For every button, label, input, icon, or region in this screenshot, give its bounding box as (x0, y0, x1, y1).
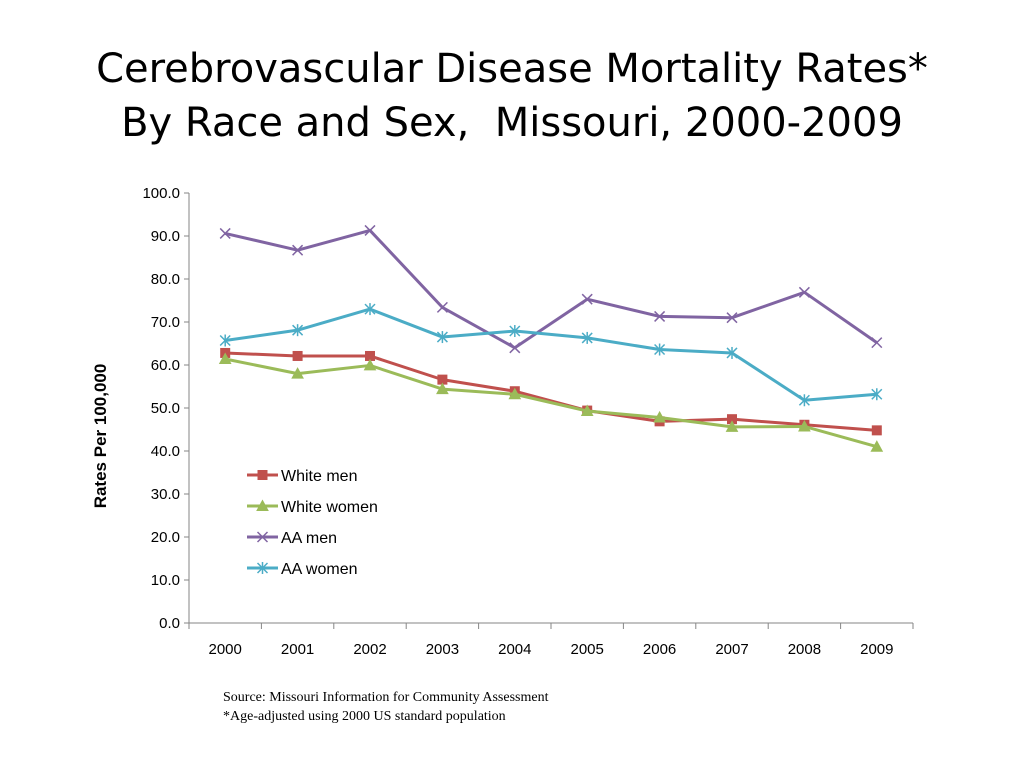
x-tick-label: 2007 (715, 641, 748, 658)
data-point-white-women (725, 420, 739, 432)
data-point-aa-women (364, 303, 376, 316)
y-tick-label: 20.0 (151, 529, 180, 546)
data-point-aa-men (581, 293, 593, 305)
legend-marker (257, 470, 268, 480)
y-tick-label: 80.0 (151, 271, 180, 288)
data-point-white-women (580, 404, 594, 417)
data-point-white-women (653, 410, 666, 423)
x-tick-label: 2000 (209, 641, 242, 658)
data-point-white-women (508, 387, 522, 400)
data-point-white-men (292, 350, 303, 361)
chart-title: Cerebrovascular Disease Mortality Rates*… (0, 42, 1024, 150)
series-aa-women (219, 303, 883, 407)
legend-label: White women (281, 499, 378, 516)
data-point-aa-women (654, 343, 666, 356)
legend-label: White men (281, 468, 357, 485)
source-note: Source: Missouri Information for Communi… (223, 690, 549, 705)
x-tick-label: 2004 (498, 641, 531, 658)
data-point-white-women (291, 367, 304, 379)
x-tick-label: 2008 (788, 641, 821, 658)
data-point-aa-men (364, 224, 376, 236)
data-point-aa-women (436, 331, 448, 344)
series-white-men (220, 347, 882, 436)
y-axis-label: Rates Per 100,000 (91, 364, 110, 509)
legend-item-aa-men: AA men (247, 530, 337, 547)
chart-notes: Source: Missouri Information for Communi… (223, 688, 548, 726)
y-tick-label: 100.0 (142, 185, 180, 202)
data-point-white-women (363, 358, 377, 371)
data-point-aa-women (292, 324, 304, 337)
data-point-aa-men (219, 227, 231, 239)
series-layer (218, 224, 884, 452)
legend-label: AA men (281, 530, 337, 547)
data-point-aa-women (581, 331, 593, 344)
y-tick-label: 40.0 (151, 443, 180, 460)
data-point-white-women (870, 440, 884, 452)
data-point-white-women (436, 382, 449, 395)
chart-title-line-1: Cerebrovascular Disease Mortality Rates* (96, 46, 928, 92)
data-point-aa-men (726, 312, 738, 324)
series-white-women (218, 352, 884, 452)
data-point-aa-men (292, 244, 304, 256)
data-point-aa-women (219, 334, 231, 347)
x-axis-ticks: 2000 2001 2002 2003 2004 2005 2006 2007 2008 2009 (188, 623, 914, 658)
legend-item-white-women: White women (247, 499, 378, 516)
data-point-aa-men (871, 337, 883, 349)
y-tick-label: 10.0 (151, 572, 180, 589)
y-tick-label: 30.0 (151, 486, 180, 503)
line-chart: 0.0 10.0 20.0 30.0 40.0 50.0 60.0 70.0 80.0 90.0 1… (91, 185, 914, 658)
y-tick-label: 50.0 (151, 400, 180, 417)
series-line-aa-men (224, 228, 878, 350)
x-tick-label: 2003 (426, 641, 459, 658)
x-tick-label: 2006 (643, 641, 676, 658)
legend-item-aa-women: AA women (247, 561, 357, 578)
data-point-aa-men (509, 342, 521, 354)
data-point-white-women (218, 352, 232, 364)
series-line-aa-women (224, 307, 877, 402)
x-tick-label: 2005 (571, 641, 604, 658)
data-point-aa-women (509, 325, 521, 338)
data-point-aa-women (726, 346, 738, 359)
data-point-aa-men (798, 286, 810, 298)
data-point-aa-women (798, 394, 810, 407)
legend-marker (256, 531, 269, 543)
chart-title-line-2: By Race and Sex, Missouri, 2000-2009 (121, 100, 903, 146)
data-point-aa-men (436, 301, 448, 313)
chart-axes (188, 193, 913, 624)
legend-item-white-men: White men (247, 468, 357, 485)
data-point-white-men (871, 425, 882, 436)
y-tick-label: 70.0 (151, 314, 180, 331)
x-tick-label: 2001 (281, 641, 314, 658)
x-tick-label: 2009 (860, 641, 893, 658)
legend-marker (256, 562, 269, 574)
data-point-white-women (798, 419, 811, 432)
data-point-aa-women (871, 388, 883, 401)
legend-marker (256, 499, 269, 511)
data-point-aa-men (654, 310, 666, 322)
series-line-white-women (224, 357, 878, 449)
y-tick-label: 60.0 (151, 357, 180, 374)
age-adjusted-footnote: *Age-adjusted using 2000 US standard pop… (223, 709, 506, 724)
x-tick-label: 2002 (353, 641, 386, 658)
legend: White men White women AA men AA women (247, 468, 378, 578)
y-tick-label: 90.0 (151, 228, 180, 245)
y-axis-ticks: 0.0 10.0 20.0 30.0 40.0 50.0 60.0 70.0 80.0 90.0 1… (142, 185, 189, 632)
y-tick-label: 0.0 (159, 615, 180, 632)
legend-label: AA women (281, 561, 357, 578)
series-line-white-men (225, 351, 877, 432)
series-aa-men (219, 224, 883, 354)
